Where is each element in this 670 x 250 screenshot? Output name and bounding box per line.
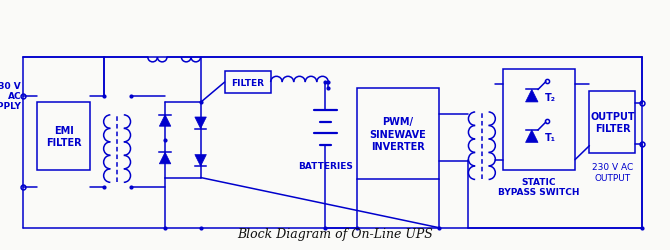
Bar [357,88,439,180]
Text: STATIC: STATIC [522,177,556,186]
Bar [503,69,575,170]
Polygon shape [159,153,171,164]
Text: T₁: T₁ [545,133,556,143]
Text: OUTPUT
FILTER: OUTPUT FILTER [590,112,634,134]
Bar [38,103,90,170]
Text: BATTERIES: BATTERIES [298,162,353,171]
Polygon shape [195,155,206,166]
Text: 230 V AC: 230 V AC [592,163,633,172]
Polygon shape [159,115,171,127]
Text: FILTER: FILTER [231,78,264,87]
Text: 230 V: 230 V [0,82,21,91]
Polygon shape [195,118,206,129]
Text: EMI
FILTER: EMI FILTER [46,125,82,148]
Text: OUTPUT: OUTPUT [594,173,630,182]
Text: T₂: T₂ [545,92,556,102]
Text: PWM/
SINEWAVE
INVERTER: PWM/ SINEWAVE INVERTER [370,117,426,152]
Polygon shape [525,130,538,143]
Polygon shape [525,90,538,102]
Text: AC: AC [7,92,21,101]
Bar [590,92,635,154]
Text: BYPASS SWITCH: BYPASS SWITCH [498,188,580,197]
Bar [224,72,271,93]
Text: SUPPLY: SUPPLY [0,101,21,110]
Text: Block Diagram of On-Line UPS: Block Diagram of On-Line UPS [237,227,433,240]
